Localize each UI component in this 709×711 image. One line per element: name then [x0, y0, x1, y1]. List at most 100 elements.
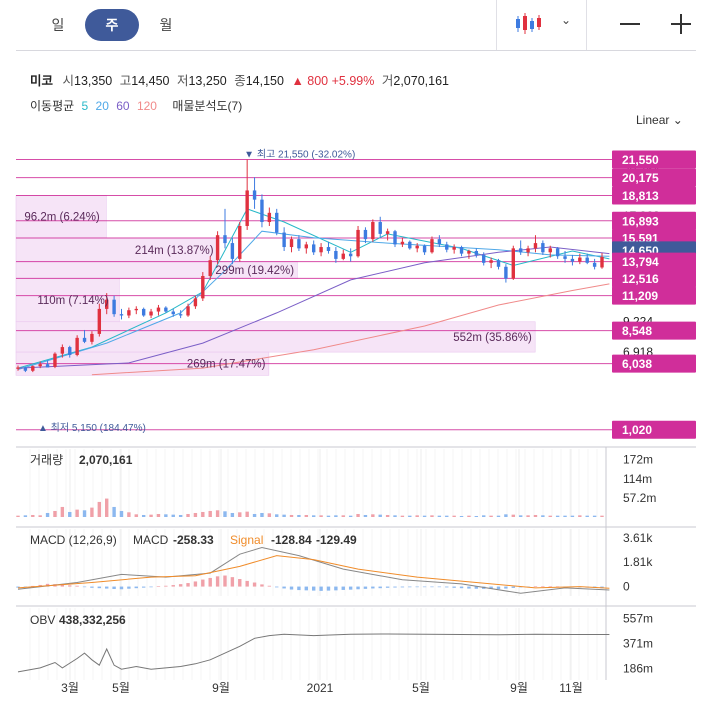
toolbar: 일 주 월 ⌄: [16, 0, 696, 51]
min-price-marker: ▲ 최저 5,150 (184.47%): [38, 422, 146, 434]
candle-body: [45, 364, 50, 368]
volume-bar: [186, 513, 190, 517]
volume-bar: [82, 510, 87, 517]
period-week-tab[interactable]: 주: [85, 9, 139, 41]
candle-body: [341, 253, 345, 259]
volume-bar: [570, 515, 575, 517]
scale-toggle[interactable]: Linear ⌄: [636, 113, 683, 127]
macd-histogram-bar: [45, 583, 50, 587]
macd-histogram-bar: [489, 586, 493, 589]
macd-histogram-bar: [223, 575, 227, 587]
volume-bar: [16, 515, 20, 517]
volume-bar: [319, 515, 323, 517]
candle-body: [422, 245, 427, 253]
volume-bar: [445, 515, 449, 517]
volume-profile-label: 269m (17.47%): [187, 359, 266, 371]
macd-histogram-bar: [555, 586, 560, 588]
macd-histogram-bar: [127, 586, 131, 589]
volume-bar: [600, 515, 604, 517]
volume-bar: [149, 514, 153, 517]
macd-histogram-bar: [459, 586, 464, 589]
candle-body: [400, 241, 405, 245]
volume-bar: [393, 515, 397, 517]
stock-name: 미코: [30, 74, 54, 88]
volume-bar: [430, 515, 434, 517]
macd-label: MACD: [133, 533, 169, 547]
x-axis-label: 9월: [212, 681, 230, 695]
x-axis-label: 5월: [412, 681, 430, 695]
minus-icon[interactable]: [620, 23, 640, 25]
plus-icon[interactable]: [671, 14, 691, 34]
candle-body: [334, 250, 338, 259]
macd-histogram-bar: [164, 585, 168, 587]
price-level-text: 16,893: [622, 214, 659, 228]
macd-histogram-bar: [304, 586, 309, 591]
price-level-text: 6,038: [622, 357, 652, 371]
volume-bar: [482, 515, 486, 517]
candle-body: [356, 229, 360, 257]
candle-body: [467, 250, 471, 254]
ma-5-label: 5: [81, 99, 89, 113]
volume-bar: [459, 515, 464, 517]
candle-body: [570, 258, 575, 262]
candlestick-icon[interactable]: [514, 12, 544, 36]
volume-bar: [282, 514, 286, 517]
price-level-tag: [612, 354, 696, 373]
candle-body: [548, 248, 552, 253]
volume-bar: [563, 515, 567, 517]
ma-legend[interactable]: 이동평균 5 20 60 120 매물분석도(7): [30, 97, 246, 114]
ma-legend-title: 이동평균: [30, 99, 75, 113]
price-level-tag: [612, 321, 696, 340]
macd-histogram-bar: [75, 585, 79, 587]
volume-bar: [408, 515, 412, 517]
obv-axis-label: 186m: [623, 661, 653, 675]
volume-bar: [75, 509, 79, 517]
close-value: 14,150: [245, 74, 284, 88]
candle-body: [319, 247, 323, 253]
ma-120-label: 120: [136, 99, 157, 113]
volume-bar: [201, 511, 205, 517]
volume-profile-bar: [15, 195, 107, 239]
candle-body: [82, 337, 87, 342]
candle-body: [127, 310, 131, 316]
price-level-tag: [612, 150, 696, 169]
ma-60-label: 60: [116, 99, 130, 113]
histogram-value: -129.49: [316, 533, 357, 547]
candle-body: [230, 243, 235, 259]
volume-bar: [141, 514, 146, 517]
candle-body: [252, 190, 257, 200]
scale-label: Linear: [636, 113, 670, 127]
volume-bar: [38, 515, 42, 517]
candle-body: [430, 239, 434, 253]
volume-bar: [378, 514, 382, 517]
period-month-tab[interactable]: 월: [159, 17, 173, 33]
volume-profile-bar: [15, 278, 120, 323]
macd-histogram-bar: [112, 586, 116, 589]
signal-label: Signal: [230, 533, 263, 547]
macd-histogram-bar: [363, 586, 368, 589]
chevron-down-icon[interactable]: ⌄: [561, 13, 572, 27]
toolbar-divider: [586, 0, 587, 50]
candle-body: [371, 222, 375, 240]
macd-histogram-bar: [437, 586, 442, 588]
period-day-tab[interactable]: 일: [51, 17, 65, 33]
candle-body: [555, 248, 560, 257]
candle-body: [75, 337, 79, 355]
macd-histogram-bar: [90, 586, 94, 588]
macd-histogram-bar: [541, 586, 545, 587]
volume-profile-label: 299m (19.42%): [215, 265, 294, 277]
candle-body: [149, 311, 153, 316]
moving-average-line: [17, 230, 610, 370]
macd-line: [17, 546, 610, 594]
volume-bar: [31, 514, 35, 517]
volume-bar: [311, 515, 316, 517]
volume-bar: [304, 514, 309, 517]
volume-axis-label: 57.2m: [623, 491, 656, 505]
x-axis-label: 5월: [112, 681, 130, 695]
change-percent: +5.99%: [331, 74, 375, 88]
macd-histogram-bar: [400, 586, 405, 588]
candle-body: [489, 260, 493, 263]
candle-body: [578, 257, 582, 262]
macd-histogram-bar: [141, 586, 146, 588]
